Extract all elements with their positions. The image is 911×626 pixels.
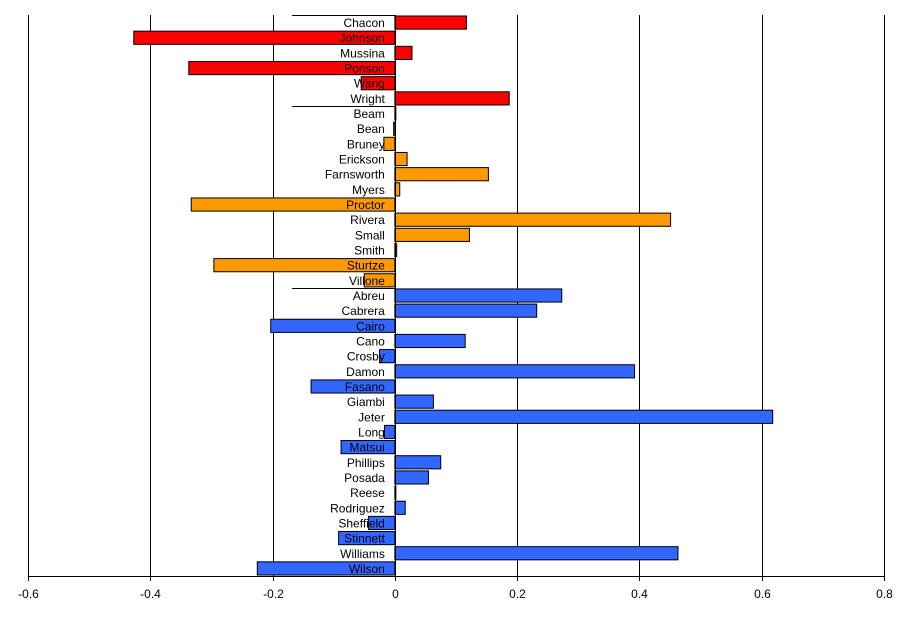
category-label-mussina: Mussina (340, 46, 385, 60)
category-label-bruney: Bruney (347, 137, 385, 151)
category-label-posada: Posada (344, 471, 385, 485)
bar-ponson (188, 60, 396, 76)
bar-bruney (383, 136, 396, 151)
category-label-rivera: Rivera (350, 213, 385, 227)
category-label-beam: Beam (353, 107, 384, 121)
bar-fasano (310, 379, 396, 394)
category-label-cabrera: Cabrera (341, 304, 385, 318)
category-label-wang: Wang (354, 77, 385, 91)
grid-layer (28, 15, 885, 576)
bar-abreu (394, 288, 563, 303)
bar-myers (394, 182, 401, 197)
category-label-phillips: Phillips (347, 456, 385, 470)
bar-sheffield (368, 515, 396, 531)
bar-farnsworth (394, 167, 489, 182)
bar-chacon (394, 15, 467, 30)
category-label-myers: Myers (352, 183, 385, 197)
category-label-smith: Smith (354, 244, 385, 258)
category-label-fasano: Fasano (345, 380, 385, 394)
category-label-damon: Damon (346, 365, 385, 379)
category-label-giambi: Giambi (347, 395, 385, 409)
bar-rodriguez (394, 500, 406, 515)
x-tick-label-1: -0.4 (140, 587, 161, 601)
category-label-proctor: Proctor (346, 198, 385, 212)
bar-sturtze (213, 258, 396, 273)
x-tick-label-7: 0.8 (876, 587, 893, 601)
bar-jeter (394, 409, 774, 424)
x-tick-label-5: 0.4 (631, 587, 648, 601)
bar-long (383, 424, 396, 440)
bar-williams (394, 546, 679, 561)
bar-rivera (394, 212, 672, 227)
category-label-cairo: Cairo (356, 319, 385, 333)
x-tick-label-2: -0.2 (263, 587, 284, 601)
bar-mussina (394, 45, 413, 60)
bar-wang (360, 76, 396, 91)
bar-johnson (133, 30, 396, 45)
category-label-matsui: Matsui (350, 441, 385, 455)
bar-layer (133, 15, 774, 576)
bar-posada (394, 470, 429, 485)
category-label-wright: Wright (350, 92, 385, 106)
category-label-cano: Cano (356, 334, 385, 348)
bar-cairo (270, 318, 396, 333)
category-label-johnson: Johnson (339, 31, 384, 45)
category-label-rodriguez: Rodriguez (330, 501, 385, 515)
x-tick-label-4: 0.2 (509, 587, 526, 601)
category-label-long: Long (358, 425, 385, 439)
bar-crosby (379, 349, 396, 364)
bar-villone (363, 273, 396, 288)
x-tick-label-0: -0.6 (18, 587, 39, 601)
category-label-crosby: Crosby (347, 350, 385, 364)
bar-proctor (190, 197, 396, 212)
category-label-erickson: Erickson (339, 153, 385, 167)
bar-bean (393, 121, 396, 136)
bar-damon (394, 364, 636, 379)
axis-layer: -0.6 -0.4 -0.2 0 0.2 0.4 0.6 0.8 (18, 15, 893, 601)
category-label-bean: Bean (357, 122, 385, 136)
category-label-stinnett: Stinnett (344, 532, 385, 546)
category-label-sturtze: Sturtze (347, 259, 385, 273)
category-label-chacon: Chacon (343, 16, 384, 30)
bar-matsui (340, 440, 396, 455)
category-label-sheffield: Sheffield (338, 516, 384, 530)
x-tick-label-6: 0.6 (754, 587, 771, 601)
category-label-villone: Villone (349, 274, 385, 288)
category-label-wilson: Wilson (349, 562, 385, 576)
category-label-farnsworth: Farnsworth (325, 168, 385, 182)
bar-stinnett (338, 531, 396, 546)
bar-erickson (394, 151, 408, 167)
bar-cabrera (394, 303, 538, 318)
category-label-jeter: Jeter (358, 410, 385, 424)
category-label-small: Small (355, 228, 385, 242)
bar-giambi (394, 394, 434, 409)
bar-wright (394, 91, 510, 106)
category-label-williams: Williams (340, 547, 385, 561)
bar-cano (394, 333, 466, 349)
category-label-reese: Reese (350, 486, 385, 500)
category-label-ponson: Ponson (344, 62, 385, 76)
bar-wilson (256, 561, 396, 576)
bar-phillips (394, 455, 442, 470)
bar-small (394, 227, 470, 242)
category-label-abreu: Abreu (353, 289, 385, 303)
x-tick-label-3: 0 (392, 587, 399, 601)
